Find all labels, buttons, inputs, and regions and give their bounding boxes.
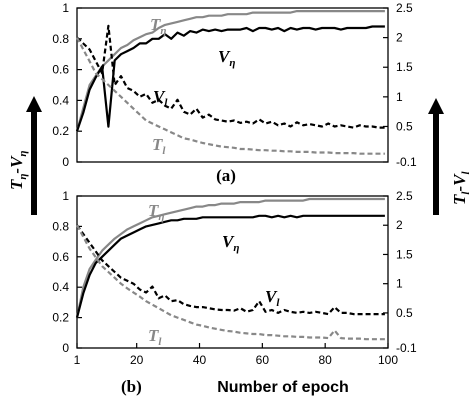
series-line-v-eta-a bbox=[75, 25, 385, 132]
x-axis-label: Number of epoch bbox=[217, 379, 349, 396]
left-axis-title: Tη-Vη bbox=[7, 96, 42, 215]
right-tick-label: 0.5 bbox=[396, 306, 413, 320]
right-tick-label: 2 bbox=[396, 31, 403, 45]
left-tick-label: 0.6 bbox=[52, 250, 69, 264]
right-axis-title: Tl-Vl bbox=[428, 98, 472, 215]
series-label-v-eta-b: Vη bbox=[222, 232, 239, 254]
series-line-t-eta-b bbox=[75, 197, 385, 318]
left-tick-label: 1 bbox=[62, 189, 69, 203]
left-ticks-a: 0 0.2 0.4 0.6 0.8 1 bbox=[52, 1, 82, 169]
up-arrow-icon bbox=[428, 98, 444, 114]
panel-label-a: (a) bbox=[216, 166, 236, 185]
left-tick-label: 1 bbox=[62, 1, 69, 15]
series-line-v-eta-b bbox=[75, 214, 385, 318]
right-tick-label: 1 bbox=[396, 277, 403, 291]
left-tick-label: 0.6 bbox=[52, 63, 69, 77]
plot-frame-a bbox=[76, 7, 389, 163]
left-tick-label: 0.4 bbox=[52, 93, 69, 107]
x-tick-label: 40 bbox=[193, 353, 207, 367]
right-tick-label: 1.5 bbox=[396, 60, 413, 74]
x-ticks-b: 1 20 40 60 80 100 bbox=[74, 343, 398, 367]
right-axis-label: Tl-Vl bbox=[450, 171, 472, 205]
plot-frame-b bbox=[76, 195, 389, 349]
right-tick-label: 2.5 bbox=[396, 189, 413, 203]
left-ticks-b: 0 0.2 0.4 0.6 0.8 1 bbox=[52, 189, 82, 355]
right-tick-label: 0.5 bbox=[396, 119, 413, 133]
right-tick-label: 2.5 bbox=[396, 1, 413, 15]
series-label-v-eta-a: Vη bbox=[218, 47, 235, 69]
panel-b: 0 0.2 0.4 0.6 0.8 1 -0.1 0.5 1 1.5 2 2.5 1 20 40 60 80… bbox=[52, 189, 417, 396]
panel-a: 0 0.2 0.4 0.6 0.8 1 -0.1 0.5 1 1.5 2 2.5 (a) Tη Vη… bbox=[52, 1, 417, 185]
right-tick-label: -0.1 bbox=[396, 155, 417, 169]
right-tick-label: -0.1 bbox=[396, 341, 417, 355]
x-tick-label: 60 bbox=[256, 353, 270, 367]
series-line-v-l-a bbox=[76, 24, 385, 129]
x-tick-label: 1 bbox=[74, 353, 81, 367]
series-line-t-l-b bbox=[76, 224, 385, 341]
panel-label-b: (b) bbox=[121, 377, 142, 396]
x-tick-label: 80 bbox=[318, 353, 332, 367]
left-tick-label: 0.8 bbox=[52, 32, 69, 46]
series-label-t-eta-b: Tη bbox=[148, 201, 164, 223]
left-tick-label: 0.4 bbox=[52, 280, 69, 294]
series-label-v-l-b: Vl bbox=[265, 287, 280, 309]
right-ticks-a: -0.1 0.5 1 1.5 2 2.5 bbox=[383, 1, 417, 169]
x-tick-label: 100 bbox=[378, 353, 398, 367]
left-tick-label: 0.8 bbox=[52, 219, 69, 233]
left-axis-label: Tη-Vη bbox=[7, 151, 29, 190]
right-tick-label: 1 bbox=[396, 90, 403, 104]
series-label-t-eta-a: Tη bbox=[150, 15, 166, 37]
series-line-t-eta-a bbox=[75, 10, 385, 132]
series-label-v-l-a: Vl bbox=[153, 87, 168, 109]
left-tick-label: 0 bbox=[62, 155, 69, 169]
left-tick-label: 0 bbox=[62, 341, 69, 355]
right-tick-label: 2 bbox=[396, 218, 403, 232]
series-label-t-l-a: Tl bbox=[152, 135, 166, 157]
series-label-t-l-b: Tl bbox=[148, 326, 162, 348]
series-line-t-l-a bbox=[76, 37, 385, 155]
left-tick-label: 0.2 bbox=[52, 124, 69, 138]
series-group-b bbox=[75, 197, 385, 341]
right-tick-label: 1.5 bbox=[396, 247, 413, 261]
up-arrow-icon bbox=[26, 96, 42, 112]
x-tick-label: 20 bbox=[130, 353, 144, 367]
right-ticks-b: -0.1 0.5 1 1.5 2 2.5 bbox=[383, 189, 417, 355]
left-tick-label: 0.2 bbox=[52, 311, 69, 325]
series-group-a bbox=[75, 10, 385, 155]
